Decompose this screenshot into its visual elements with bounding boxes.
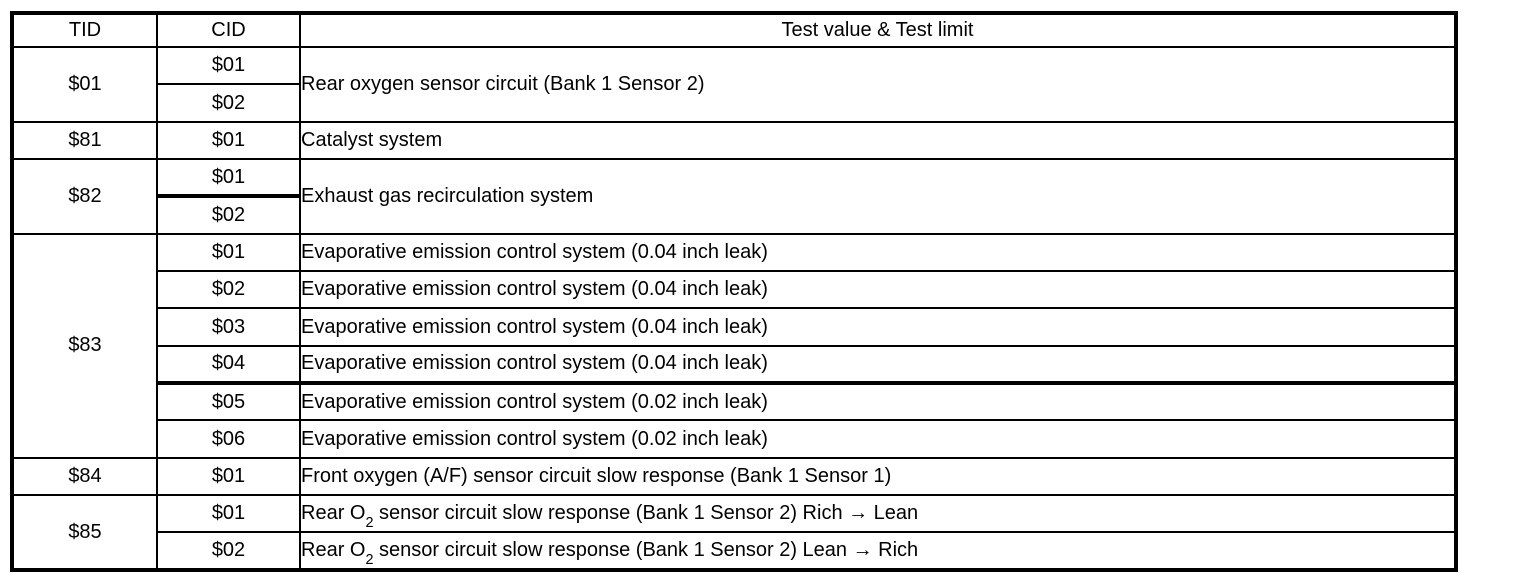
tid-cell: $01 — [11, 46, 158, 123]
obd-tid-cid-test-table: TID CID Test value & Test limit $01 $01 … — [10, 11, 1458, 572]
tid-cell: $81 — [11, 120, 158, 161]
column-header-tid: TID — [11, 12, 158, 48]
description-cell: Evaporative emission control system (0.0… — [299, 232, 1457, 273]
oxygen-subscript: 2 — [365, 551, 374, 568]
description-cell: Evaporative emission control system (0.0… — [299, 307, 1457, 347]
description-cell: Catalyst system — [299, 120, 1457, 161]
description-cell: Front oxygen (A/F) sensor circuit slow r… — [299, 456, 1457, 497]
table-row: $05 Evaporative emission control system … — [12, 381, 1457, 422]
description-text: sensor circuit slow response (Bank 1 Sen… — [373, 502, 919, 525]
description-text: sensor circuit slow response (Bank 1 Sen… — [373, 539, 919, 562]
description-cell: Evaporative emission control system (0.0… — [299, 381, 1457, 422]
cid-cell: $02 — [156, 83, 301, 123]
description-cell: Rear oxygen sensor circuit (Bank 1 Senso… — [299, 46, 1457, 123]
description-text: Rear O — [301, 539, 366, 562]
description-cell: Evaporative emission control system (0.0… — [299, 419, 1457, 459]
table-row: $84 $01 Front oxygen (A/F) sensor circui… — [11, 456, 1457, 497]
column-header-cid: CID — [156, 12, 301, 48]
cid-cell: $02 — [156, 531, 301, 571]
table-container: TID CID Test value & Test limit $01 $01 … — [10, 11, 1458, 572]
table-row: $02 Evaporative emission control system … — [12, 270, 1457, 310]
cid-cell: $03 — [156, 307, 301, 347]
description-cell: Evaporative emission control system (0.0… — [299, 270, 1457, 310]
table-row: $83 $01 Evaporative emission control sys… — [11, 232, 1457, 459]
table-row: $02 — [12, 194, 1456, 235]
table-row: $04 Evaporative emission control system … — [12, 344, 1457, 385]
description-cell: Exhaust gas recirculation system — [299, 158, 1457, 235]
description-cell: Rear O2 sensor circuit slow response (Ba… — [299, 531, 1457, 571]
table-row: $85 $01 Rear O2 sensor circuit slow resp… — [11, 494, 1457, 571]
cid-cell: $04 — [156, 344, 301, 385]
header-row: TID CID Test value & Test limit — [11, 12, 1457, 48]
table-row: $01 $01 Rear oxygen sensor circuit (Bank… — [11, 45, 1457, 123]
table-row: $82 $01 Exhaust gas recirculation system — [11, 158, 1457, 235]
table-row: $81 $01 Catalyst system — [11, 120, 1457, 161]
cid-cell: $01 — [156, 494, 301, 534]
cid-cell: $05 — [156, 381, 301, 422]
table-row: $06 Evaporative emission control system … — [12, 419, 1457, 459]
table-row: $03 Evaporative emission control system … — [12, 307, 1457, 347]
table-row: $02 Rear O2 sensor circuit slow response… — [12, 531, 1457, 571]
cid-cell: $01 — [156, 45, 301, 86]
column-header-test-value: Test value & Test limit — [299, 12, 1457, 48]
tid-cell: $85 — [11, 494, 158, 571]
cid-cell: $02 — [156, 270, 301, 310]
tid-cell: $84 — [11, 456, 158, 497]
cid-cell: $01 — [156, 158, 301, 198]
table-row: $02 — [12, 83, 1456, 123]
cid-cell: $01 — [156, 120, 301, 161]
description-cell: Rear O2 sensor circuit slow response (Ba… — [299, 494, 1457, 534]
tid-cell: $82 — [11, 158, 158, 235]
cid-cell: $06 — [156, 419, 301, 459]
cid-cell: $01 — [156, 232, 301, 273]
description-cell: Evaporative emission control system (0.0… — [299, 344, 1457, 385]
description-text: Rear O — [301, 502, 366, 525]
oxygen-subscript: 2 — [365, 514, 374, 531]
cid-cell: $01 — [156, 456, 301, 497]
cid-cell: $02 — [156, 194, 301, 235]
tid-cell: $83 — [11, 232, 158, 459]
